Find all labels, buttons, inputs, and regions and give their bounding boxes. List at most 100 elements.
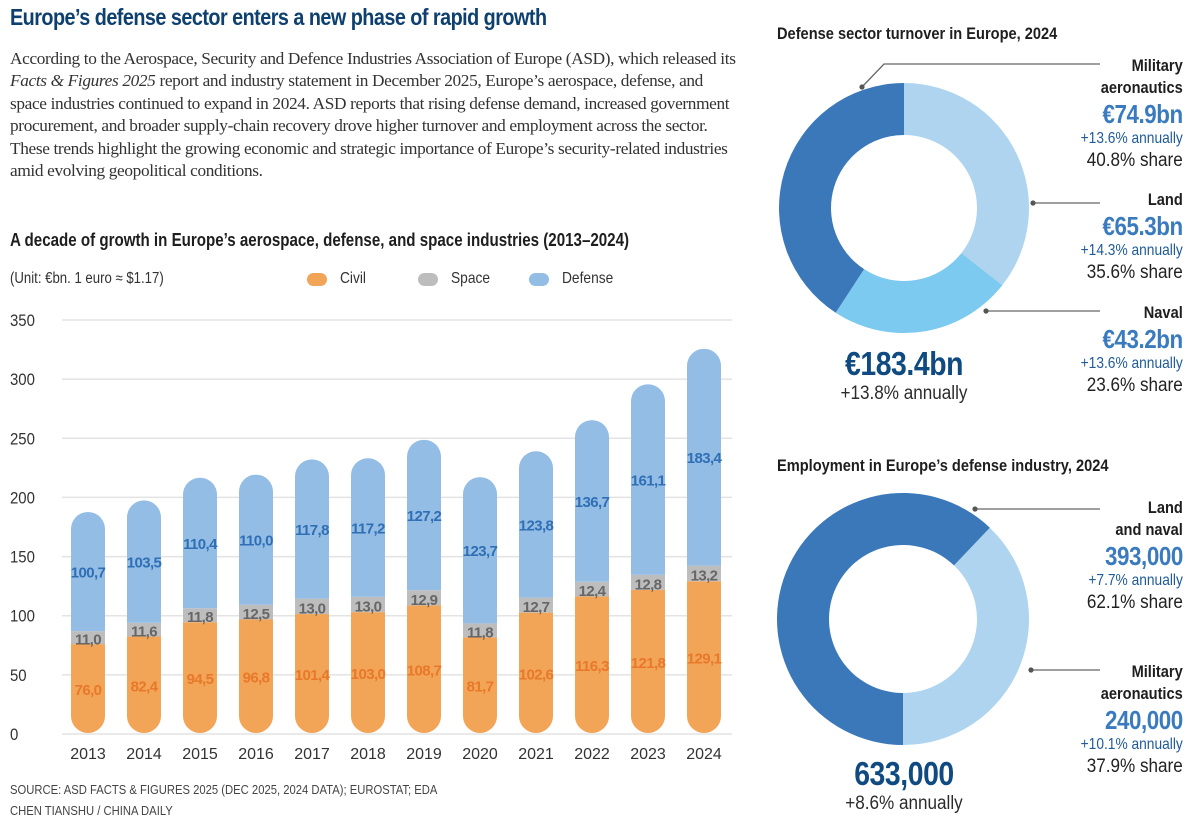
intro-paragraph: According to the Aerospace, Security and…	[10, 48, 740, 182]
x-tick-label-2020: 2020	[462, 746, 498, 763]
bar-segment-defense-2015	[183, 477, 217, 609]
legend-swatch-space	[418, 272, 438, 286]
bar-segment-civil-2015	[183, 622, 217, 733]
callout-value: €74.9bn	[1102, 99, 1184, 129]
y-tick-label: 50	[10, 667, 27, 685]
bar-label-defense-2019: 127,2	[407, 508, 442, 525]
employment-connectors	[975, 508, 1100, 671]
x-tick-label-2017: 2017	[294, 746, 330, 763]
bar-label-civil-2014: 82,4	[131, 678, 159, 695]
bar-label-space-2013: 11,0	[75, 632, 101, 649]
bar-segment-defense-2018	[351, 458, 385, 597]
turnover-donut-slices	[779, 82, 1029, 333]
connector-mil-aero	[861, 63, 1100, 88]
callout-growth: +13.6% annually	[1080, 355, 1183, 372]
x-tick-label-2024: 2024	[686, 746, 722, 763]
main-title: Europe’s defense sector enters a new pha…	[10, 4, 547, 30]
y-tick-label: 150	[10, 549, 35, 567]
callout-share: 23.6% share	[1086, 375, 1183, 396]
connector-dot-land-naval	[972, 506, 978, 512]
legend-swatch-defense	[529, 272, 549, 286]
x-tick-label-2015: 2015	[182, 746, 218, 763]
bar-2018	[351, 458, 385, 733]
callout-category: aeronautics	[1100, 78, 1183, 97]
bar-label-space-2014: 11,6	[131, 624, 157, 641]
y-tick-label: 300	[10, 371, 35, 389]
callout-category: Land	[1148, 498, 1183, 517]
donut-slice-naval	[835, 253, 1003, 333]
bar-label-space-2016: 12,5	[243, 606, 270, 623]
legend-label-defense: Defense	[562, 270, 614, 287]
legend-swatch-civil	[307, 272, 327, 286]
bar-2015	[183, 477, 217, 733]
bar-label-space-2018: 13,0	[355, 598, 382, 615]
bar-segment-space-2023	[631, 574, 665, 590]
bar-label-defense-2013: 100,7	[71, 565, 106, 582]
bar-label-civil-2019: 108,7	[407, 663, 442, 680]
connector-dot-mil-aero-emp	[1028, 667, 1034, 673]
bar-label-civil-2018: 103,0	[351, 666, 386, 683]
legend-label-space: Space	[451, 270, 491, 287]
legend-defense: Defense	[529, 270, 622, 288]
donut-slice-military-aeronautics	[903, 527, 1029, 745]
employment-donut	[777, 493, 1100, 745]
bar-segment-space-2013	[71, 631, 105, 645]
bar-segment-defense-2023	[631, 384, 665, 575]
bar-label-defense-2020: 123,7	[463, 543, 498, 560]
bars	[71, 348, 721, 734]
bar-2016	[239, 474, 273, 733]
callout-share: 35.6% share	[1086, 262, 1183, 283]
bar-segment-defense-2021	[519, 451, 553, 598]
bar-2022	[575, 420, 609, 734]
bar-segment-civil-2016	[239, 619, 273, 733]
bar-label-defense-2021: 123,8	[519, 517, 554, 534]
callout-category: Land	[1148, 190, 1183, 209]
bar-segment-civil-2023	[631, 589, 665, 733]
bar-segment-space-2014	[127, 622, 161, 637]
bar-label-defense-2024: 183,4	[687, 450, 723, 467]
bar-label-civil-2021: 102,6	[519, 666, 554, 683]
bar-segment-defense-2020	[463, 477, 497, 624]
bar-label-defense-2014: 103,5	[127, 555, 162, 572]
bar-segment-space-2019	[407, 590, 441, 606]
bar-segment-space-2018	[351, 596, 385, 613]
bar-segment-defense-2013	[71, 511, 105, 632]
donut-slice-land-and-naval	[777, 493, 990, 745]
bar-label-civil-2013: 76,0	[75, 682, 102, 699]
bar-chart-title: A decade of growth in Europe’s aerospace…	[10, 230, 630, 250]
connector-dot-mil-aero	[859, 84, 865, 90]
bar-label-defense-2018: 117,2	[351, 520, 385, 537]
callout-land-naval-employment: Land and naval 393,000 +7.7% annually 62…	[1073, 497, 1183, 615]
bar-segment-civil-2013	[71, 644, 105, 733]
x-tick-label-2023: 2023	[630, 746, 666, 763]
bar-label-space-2022: 12,4	[579, 583, 607, 600]
legend-label-civil: Civil	[340, 270, 366, 287]
connector-dot-land	[1030, 200, 1036, 206]
bar-segment-civil-2019	[407, 605, 441, 733]
report-title: Facts & Figures 2025	[10, 71, 156, 91]
bar-segment-space-2016	[239, 604, 273, 620]
bar-label-civil-2015: 94,5	[187, 671, 214, 688]
stacked-bar-chart: 0 50 100 150 200 250 300 350 76,0 11,0 100,7 82,4 1…	[10, 312, 732, 763]
callout-naval-turnover: Naval €43.2bn +13.6% annually 23.6% shar…	[1064, 302, 1184, 398]
callout-growth: +7.7% annually	[1088, 572, 1183, 589]
turnover-total-value: €183.4bn	[844, 345, 964, 382]
intro-text-1: According to the Aerospace, Security and…	[10, 49, 736, 68]
turnover-title: Defense sector turnover in Europe, 2024	[777, 24, 1058, 43]
x-tick-label-2018: 2018	[350, 746, 386, 763]
bar-segment-civil-2014	[127, 636, 161, 733]
callout-category: and naval	[1115, 520, 1183, 539]
bar-segment-space-2022	[575, 581, 609, 597]
turnover-total: €183.4bn +13.8% annually	[774, 345, 1034, 405]
bar-segment-space-2015	[183, 608, 217, 623]
bar-2023	[631, 384, 665, 733]
bar-segment-defense-2024	[687, 348, 721, 566]
y-tick-label: 250	[10, 430, 35, 448]
bar-label-space-2015: 11,8	[187, 609, 213, 626]
bar-label-space-2020: 11,8	[467, 624, 493, 641]
bar-label-civil-2023: 121,8	[631, 655, 666, 672]
bar-segment-civil-2020	[463, 637, 497, 733]
callout-land-turnover: Land €65.3bn +14.3% annually 35.6% share	[1064, 189, 1184, 285]
x-axis-ticks: 2013 2014 2015 2016 2017 2018 2019 2020 2021 2022…	[70, 746, 722, 763]
y-tick-label: 200	[10, 490, 35, 508]
